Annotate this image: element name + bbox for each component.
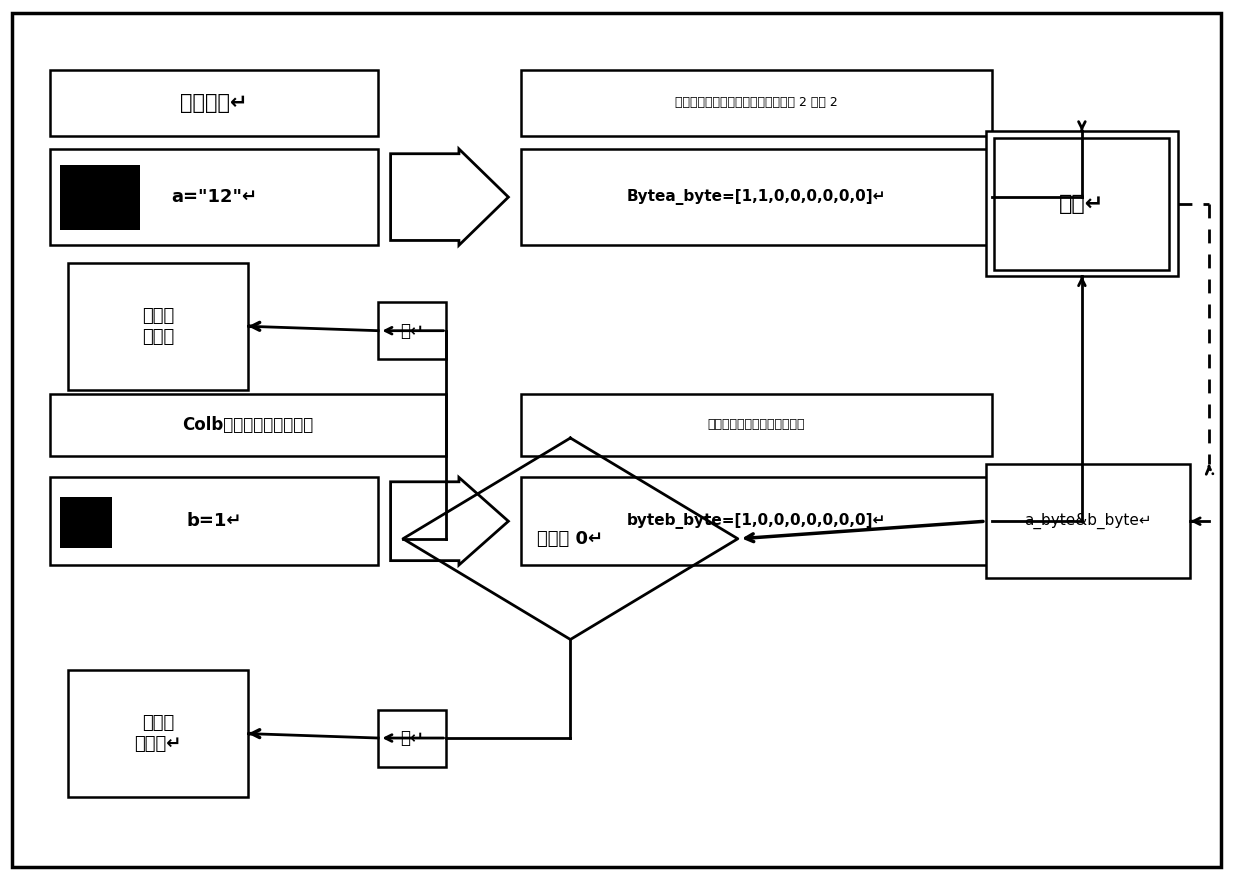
Polygon shape [391,149,508,245]
Text: Colb的一条数据记录值。: Colb的一条数据记录值。 [182,416,314,434]
Text: 匹配↵: 匹配↵ [1059,194,1105,214]
Bar [378,710,446,766]
Bar [521,70,992,136]
Text: 转化后字节码的比特位形式。: 转化后字节码的比特位形式。 [708,419,805,431]
Text: 是否为 0↵: 是否为 0↵ [537,530,604,548]
Text: 否↵: 否↵ [401,729,424,747]
Text: 是↵: 是↵ [401,321,424,340]
Bar [60,165,140,230]
Bar [68,670,248,797]
Bar [521,477,992,565]
Bar [60,497,112,548]
Text: a="12"↵: a="12"↵ [171,188,257,206]
Text: b=1↵: b=1↵ [186,512,242,530]
Bar [50,149,378,245]
Bar [521,149,992,245]
Text: byteb_byte=[1,0,0,0,0,0,0,0]↵: byteb_byte=[1,0,0,0,0,0,0,0]↵ [626,513,887,529]
Text: a_byte&b_byte↵: a_byte&b_byte↵ [1024,513,1152,529]
Text: Bytea_byte=[1,1,0,0,0,0,0,0]↵: Bytea_byte=[1,1,0,0,0,0,0,0]↵ [626,189,887,205]
Bar [50,477,378,565]
Text: 转化后字的字码的比特位形式，出现 2 则第 2: 转化后字的字码的比特位形式，出现 2 则第 2 [675,96,838,110]
Text: 不符合
查询条: 不符合 查询条 [141,307,175,346]
Bar [521,394,992,456]
Text: 统计参数↵: 统计参数↵ [180,93,248,113]
Bar [68,263,248,390]
Polygon shape [391,477,508,565]
Text: 符合查
询条件↵: 符合查 询条件↵ [134,714,182,753]
Bar [50,70,378,136]
Bar [378,302,446,359]
Bar [986,464,1190,578]
Bar [50,394,446,456]
Bar [994,138,1169,270]
Bar [986,131,1178,276]
